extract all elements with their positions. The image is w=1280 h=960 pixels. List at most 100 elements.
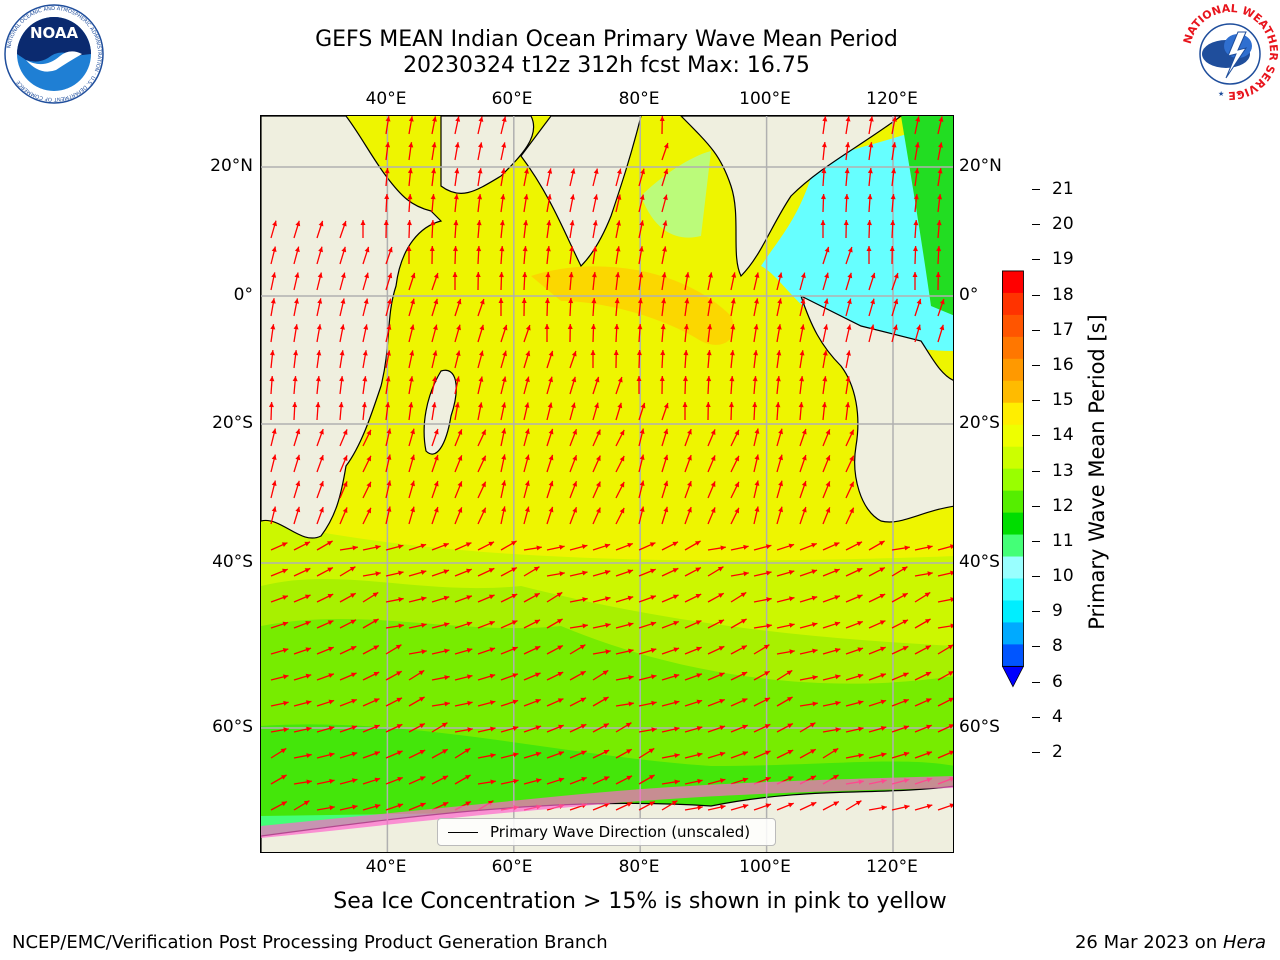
wave-direction-arrowhead bbox=[386, 480, 392, 486]
wave-direction-arrowhead bbox=[660, 324, 666, 330]
wave-direction-arrowhead bbox=[420, 543, 427, 549]
colorbar-tick-label: 6 bbox=[1052, 671, 1063, 692]
wave-direction-arrowhead bbox=[604, 802, 610, 808]
wave-direction-arrowhead bbox=[742, 804, 749, 809]
wave-direction-arrowhead bbox=[708, 272, 713, 278]
colorbar-tick-mark bbox=[1032, 364, 1040, 366]
wave-direction-arrowhead bbox=[306, 779, 312, 785]
wave-direction-arrowhead bbox=[501, 376, 507, 382]
wave-direction-arrowhead bbox=[619, 455, 625, 462]
wave-direction-arrowhead bbox=[454, 402, 460, 408]
wave-direction-arrowhead bbox=[662, 194, 668, 201]
wave-direction-arrowhead bbox=[593, 194, 599, 200]
wave-direction-arrowhead bbox=[740, 592, 747, 598]
wave-direction-arrowhead bbox=[822, 116, 828, 122]
wave-direction-arrowhead bbox=[444, 701, 450, 707]
wave-direction-arrowhead bbox=[544, 324, 550, 329]
lat-tick-right: 20°S bbox=[959, 413, 1000, 433]
wave-direction-arrowhead bbox=[891, 142, 897, 148]
wave-direction-arrowhead bbox=[433, 506, 439, 513]
legend-line-swatch bbox=[448, 832, 478, 833]
wave-direction-arrowhead bbox=[687, 507, 692, 513]
wave-direction-arrowhead bbox=[717, 566, 724, 572]
land-mass bbox=[440, 116, 535, 195]
wave-direction-arrowhead bbox=[524, 454, 530, 461]
wave-direction-arrowhead bbox=[558, 777, 565, 783]
wave-direction-arrowhead bbox=[844, 194, 850, 200]
wave-direction-arrowhead bbox=[856, 594, 863, 600]
wave-direction-arrowhead bbox=[913, 220, 919, 226]
wave-direction-arrowhead bbox=[569, 246, 575, 252]
period-band-11-east bbox=[901, 116, 953, 316]
colorbar-segment bbox=[1002, 512, 1024, 535]
wave-direction-arrowhead bbox=[271, 246, 277, 252]
wave-direction-arrowhead bbox=[893, 298, 899, 305]
wave-direction-arrowhead bbox=[696, 699, 703, 705]
colorbar-segment bbox=[1002, 446, 1024, 470]
wave-direction-arrowhead bbox=[662, 220, 668, 226]
wave-direction-arrowhead bbox=[764, 671, 770, 676]
wave-direction-arrowhead bbox=[489, 621, 495, 626]
wave-direction-arrowhead bbox=[386, 454, 392, 460]
wave-direction-arrowhead bbox=[950, 570, 953, 576]
wave-direction-arrowhead bbox=[638, 246, 644, 252]
wave-direction-arrowhead bbox=[776, 324, 782, 330]
sea-ice-note: Sea Ice Concentration > 15% is shown in … bbox=[333, 889, 947, 914]
wave-direction-arrowhead bbox=[674, 726, 680, 732]
wave-direction-arrowhead bbox=[328, 699, 335, 705]
wave-direction-arrowhead bbox=[465, 801, 471, 807]
colorbar-segment bbox=[1002, 578, 1024, 601]
wave-direction-arrowhead bbox=[512, 673, 518, 678]
wave-direction-arrowhead bbox=[718, 593, 724, 598]
wave-direction-arrowhead bbox=[328, 673, 334, 678]
wave-direction-arrowhead bbox=[734, 429, 739, 436]
wave-direction-arrowhead bbox=[809, 722, 816, 728]
wave-direction-arrowhead bbox=[546, 194, 552, 200]
wave-direction-arrowhead bbox=[615, 272, 621, 278]
colorbar-segment bbox=[1002, 490, 1024, 513]
wave-direction-arrowhead bbox=[687, 481, 692, 487]
wave-direction-arrowhead bbox=[800, 298, 806, 304]
wave-direction-arrowhead bbox=[580, 671, 586, 676]
wave-direction-arrowhead bbox=[902, 646, 909, 651]
wave-direction-arrowhead bbox=[754, 298, 759, 304]
wave-direction-arrowhead bbox=[650, 621, 657, 627]
wave-direction-arrowhead bbox=[501, 402, 507, 408]
wave-direction-arrowhead bbox=[696, 673, 702, 678]
wave-direction-arrowhead bbox=[454, 142, 460, 148]
wave-direction-arrowhead bbox=[328, 646, 334, 652]
wave-direction-arrowhead bbox=[545, 272, 551, 278]
wave-direction-arrowhead bbox=[534, 646, 541, 651]
wave-direction-arrowhead bbox=[396, 724, 403, 729]
lat-tick-left: 0° bbox=[233, 285, 253, 305]
wave-direction-arrowhead bbox=[501, 116, 507, 122]
wave-direction-arrowhead bbox=[374, 724, 380, 730]
wave-direction-arrowhead bbox=[350, 593, 356, 598]
wave-direction-arrowhead bbox=[572, 481, 577, 487]
wave-direction-arrowhead bbox=[720, 804, 726, 810]
wave-direction-arrowhead bbox=[477, 194, 483, 200]
wave-direction-arrowhead bbox=[707, 298, 713, 304]
map-panel bbox=[260, 115, 954, 853]
wave-direction-arrowhead bbox=[833, 801, 839, 807]
wave-direction-arrowhead bbox=[467, 727, 473, 733]
wave-direction-arrowhead bbox=[825, 507, 831, 513]
wave-direction-arrowhead bbox=[847, 272, 853, 279]
wave-direction-arrowhead bbox=[649, 775, 655, 780]
wave-direction-arrowhead bbox=[763, 644, 770, 650]
wave-direction-arrowhead bbox=[741, 619, 747, 624]
wave-direction-arrowhead bbox=[916, 298, 922, 305]
wave-direction-arrowhead bbox=[788, 543, 795, 549]
wave-direction-arrowhead bbox=[419, 723, 425, 729]
wave-direction-arrowhead bbox=[596, 507, 601, 514]
wave-direction-arrowhead bbox=[706, 376, 712, 382]
colorbar-tick-label: 19 bbox=[1052, 249, 1074, 270]
wave-direction-arrowhead bbox=[489, 673, 496, 679]
wave-direction-arrowhead bbox=[950, 623, 953, 629]
wave-direction-arrowhead bbox=[522, 272, 528, 278]
wave-direction-arrowhead bbox=[432, 324, 438, 331]
wave-direction-arrowhead bbox=[352, 545, 358, 551]
wave-direction-arrowhead bbox=[753, 350, 759, 356]
wave-direction-arrowhead bbox=[912, 246, 918, 252]
wave-direction-arrowhead bbox=[292, 376, 298, 382]
